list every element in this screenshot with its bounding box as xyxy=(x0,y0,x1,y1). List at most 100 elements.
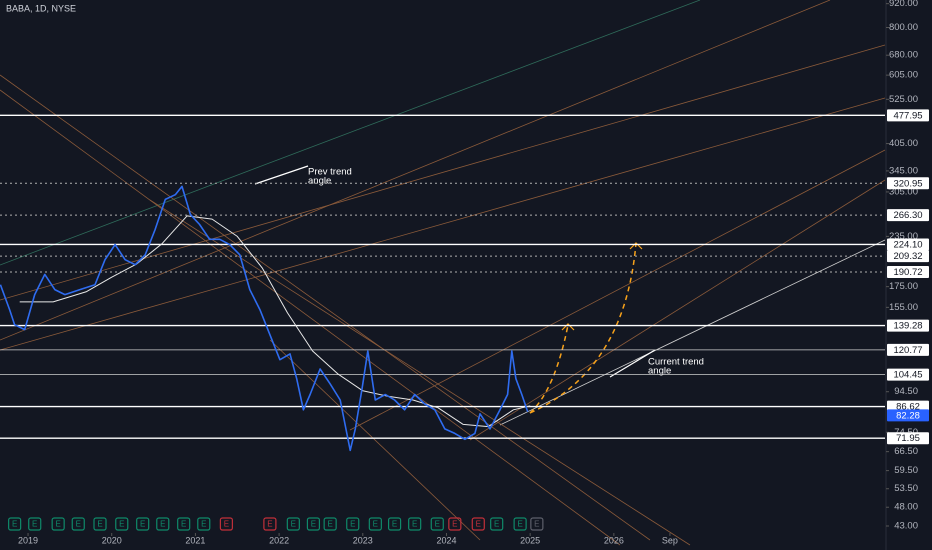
x-tick-label: 2023 xyxy=(353,535,373,545)
projection-path xyxy=(529,324,569,414)
annotation-line xyxy=(609,349,656,378)
annotation-text: angle xyxy=(648,366,671,377)
earnings-marker xyxy=(286,517,300,531)
trend-line xyxy=(0,74,651,541)
earnings-marker xyxy=(93,517,107,531)
y-tick-label: 66.50 xyxy=(894,446,918,457)
price-level-box xyxy=(887,250,929,263)
earnings-marker xyxy=(156,517,170,531)
x-tick-label: 2021 xyxy=(185,535,205,545)
earnings-marker xyxy=(346,517,360,531)
earnings-marker xyxy=(513,517,527,531)
earnings-label: E xyxy=(76,520,81,529)
price-level-box xyxy=(887,177,929,190)
earnings-label: E xyxy=(267,520,272,529)
earnings-label: E xyxy=(140,520,145,529)
earnings-marker xyxy=(530,517,544,531)
price-level-label: 320.95 xyxy=(893,178,922,189)
earnings-marker xyxy=(28,517,42,531)
price-level-box xyxy=(887,368,929,381)
earnings-label: E xyxy=(327,520,332,529)
annotation-text: Current trend xyxy=(648,357,704,368)
earnings-marker xyxy=(115,517,129,531)
price-level-label: 477.95 xyxy=(893,110,922,121)
trend-line xyxy=(0,97,886,351)
price-level-label: 71.95 xyxy=(896,433,920,444)
price-level-box xyxy=(887,432,929,445)
earnings-label: E xyxy=(201,520,206,529)
price-level-label: 224.10 xyxy=(893,239,922,250)
trend-line xyxy=(0,0,831,341)
trend-line xyxy=(469,179,886,441)
projection-path xyxy=(529,242,637,414)
earnings-marker xyxy=(448,517,462,531)
earnings-marker xyxy=(368,517,382,531)
y-tick-label: 800.00 xyxy=(889,22,918,33)
y-tick-label: 235.00 xyxy=(889,231,918,242)
earnings-marker xyxy=(71,517,85,531)
symbol-title: BABA, 1D, NYSE xyxy=(6,3,76,13)
y-tick-label: 405.00 xyxy=(889,138,918,149)
earnings-label: E xyxy=(97,520,102,529)
y-tick-label: 525.00 xyxy=(889,94,918,105)
earnings-label: E xyxy=(224,520,229,529)
earnings-label: E xyxy=(291,520,296,529)
trend-line xyxy=(349,149,886,431)
earnings-label: E xyxy=(435,520,440,529)
earnings-marker xyxy=(177,517,191,531)
last-price-box xyxy=(887,409,929,422)
projection-arrows xyxy=(529,242,643,414)
x-tick-label: 2020 xyxy=(102,535,122,545)
earnings-label: E xyxy=(412,520,417,529)
earnings-label: E xyxy=(452,520,457,529)
earnings-label: E xyxy=(311,520,316,529)
price-level-box xyxy=(887,238,929,251)
price-level-box xyxy=(887,319,929,332)
y-tick-label: 345.00 xyxy=(889,165,918,176)
earnings-label: E xyxy=(12,520,17,529)
x-tick-label: 2024 xyxy=(436,535,456,545)
y-tick-label: 43.00 xyxy=(894,521,918,532)
earnings-marker xyxy=(219,517,233,531)
annotation-text: Prev trend xyxy=(308,167,352,178)
y-tick-label: 155.00 xyxy=(889,302,918,313)
price-level-box xyxy=(887,209,929,222)
y-tick-label: 680.00 xyxy=(889,50,918,61)
price-line xyxy=(0,185,529,452)
earnings-marker xyxy=(471,517,485,531)
trend-line xyxy=(0,89,621,546)
earnings-label: E xyxy=(392,520,397,529)
earnings-marker xyxy=(306,517,321,531)
price-level-label: 120.77 xyxy=(893,345,922,356)
earnings-label: E xyxy=(160,520,165,529)
y-tick-label: 175.00 xyxy=(889,281,918,292)
x-tick-label: 2025 xyxy=(520,535,540,545)
trend-line xyxy=(0,0,701,266)
earnings-marker xyxy=(408,517,422,531)
earnings-marker xyxy=(136,517,150,531)
earnings-marker xyxy=(323,517,337,531)
earnings-marker xyxy=(387,517,402,531)
price-level-label: 209.32 xyxy=(893,251,922,262)
earnings-label: E xyxy=(517,520,522,529)
earnings-label: E xyxy=(476,520,481,529)
y-tick-label: 59.50 xyxy=(894,465,918,476)
price-level-label: 86.62 xyxy=(896,402,920,413)
earnings-marker xyxy=(51,517,65,531)
y-tick-label: 94.50 xyxy=(894,386,918,397)
price-level-label: 266.30 xyxy=(893,210,922,221)
price-level-label: 104.45 xyxy=(893,370,922,381)
x-tick-label: Sep xyxy=(662,535,678,545)
x-tick-label: 2019 xyxy=(18,535,38,545)
earnings-label: E xyxy=(119,520,124,529)
earnings-label: E xyxy=(32,520,37,529)
x-tick-label: 2022 xyxy=(269,535,289,545)
y-tick-label: 48.00 xyxy=(894,502,918,513)
earnings-label: E xyxy=(494,520,499,529)
price-level-box xyxy=(887,343,929,356)
arrow-head xyxy=(561,323,575,331)
price-level-label: 139.28 xyxy=(893,321,922,332)
earnings-marker xyxy=(490,517,504,531)
